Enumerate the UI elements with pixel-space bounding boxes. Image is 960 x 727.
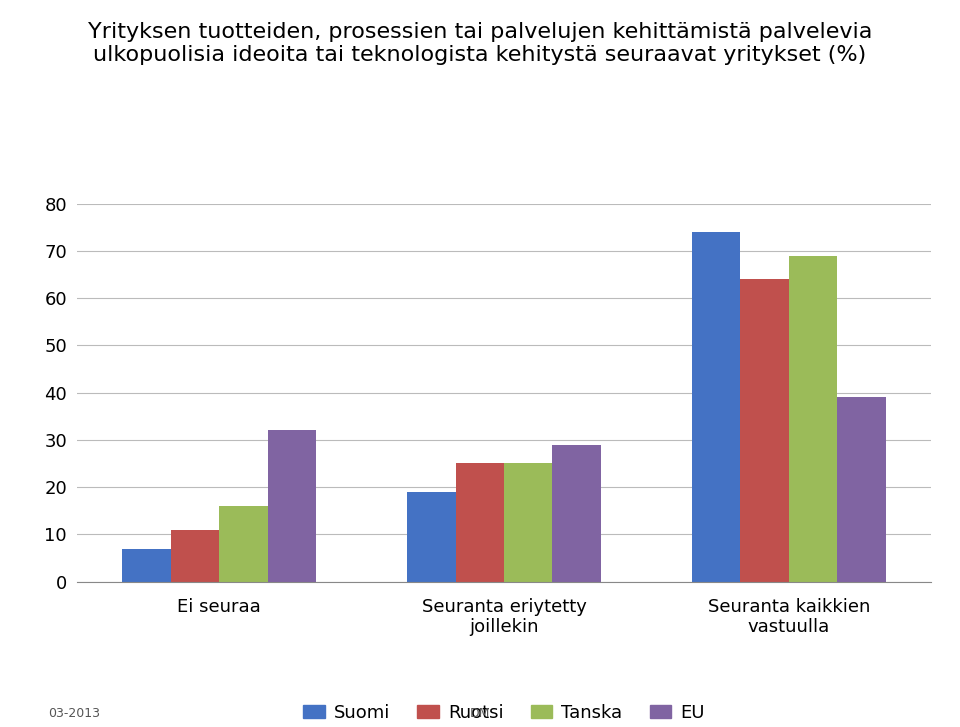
Bar bbox=[504, 464, 552, 582]
Bar bbox=[268, 430, 316, 582]
Text: Yrityksen tuotteiden, prosessien tai palvelujen kehittämistä palvelevia
ulkopuol: Yrityksen tuotteiden, prosessien tai pal… bbox=[87, 22, 873, 65]
Bar bbox=[171, 529, 219, 582]
Text: 03-2013: 03-2013 bbox=[48, 707, 100, 720]
Bar bbox=[407, 491, 456, 582]
Bar bbox=[552, 445, 601, 582]
Text: DM: DM bbox=[469, 707, 491, 720]
Bar bbox=[789, 256, 837, 582]
Bar bbox=[740, 279, 789, 582]
Bar bbox=[122, 548, 171, 582]
Bar bbox=[837, 397, 886, 582]
Bar bbox=[219, 506, 268, 582]
Bar bbox=[692, 232, 740, 582]
Legend: Suomi, Ruotsi, Tanska, EU: Suomi, Ruotsi, Tanska, EU bbox=[296, 696, 712, 727]
Bar bbox=[456, 464, 504, 582]
